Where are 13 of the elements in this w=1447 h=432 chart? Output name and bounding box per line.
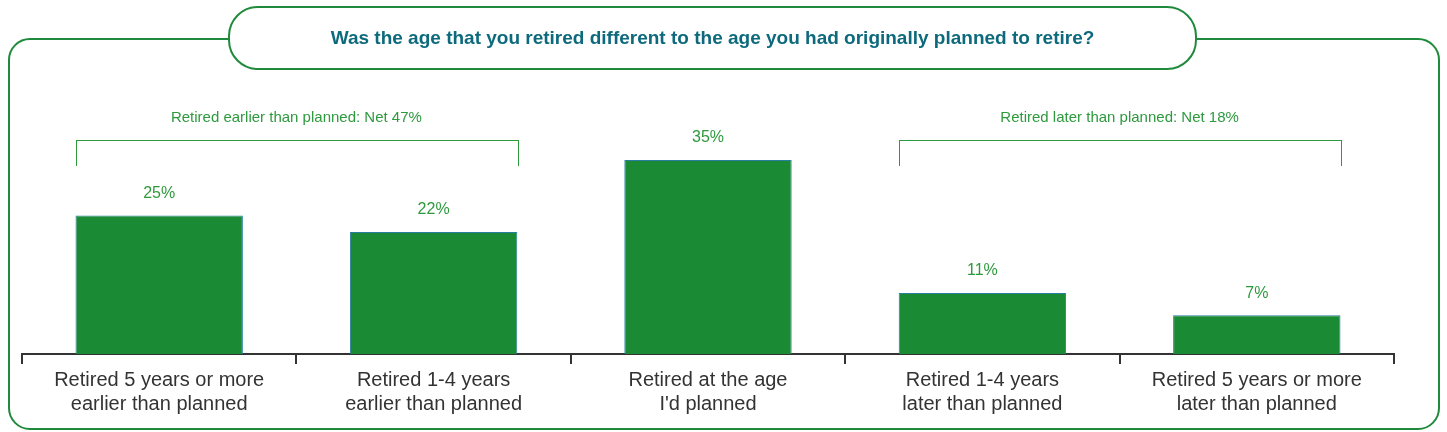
x-tick-label: Retired at the age I'd planned (628, 367, 788, 414)
x-tick-label: Retired 1-4 years later than planned (902, 367, 1063, 414)
chart-title: Was the age that you retired different to the age you had originally planned to retire? (228, 6, 1197, 70)
data-label: 11% (966, 261, 998, 279)
x-tick-label: Retired 5 years or more earlier than planned (54, 367, 265, 414)
data-label: 22% (417, 200, 450, 218)
data-label: 25% (143, 183, 176, 201)
x-tick-label: Retired 5 years or more later than planned (1151, 367, 1362, 414)
data-label: 7% (1245, 283, 1269, 301)
x-tick-label: Retired 1-4 years earlier than planned (345, 367, 522, 414)
text: Retired earlier than planned: Net 47% (170, 108, 422, 125)
data-label: 35% (691, 128, 725, 146)
text: Retired later than planned: Net 18% (1000, 108, 1239, 125)
